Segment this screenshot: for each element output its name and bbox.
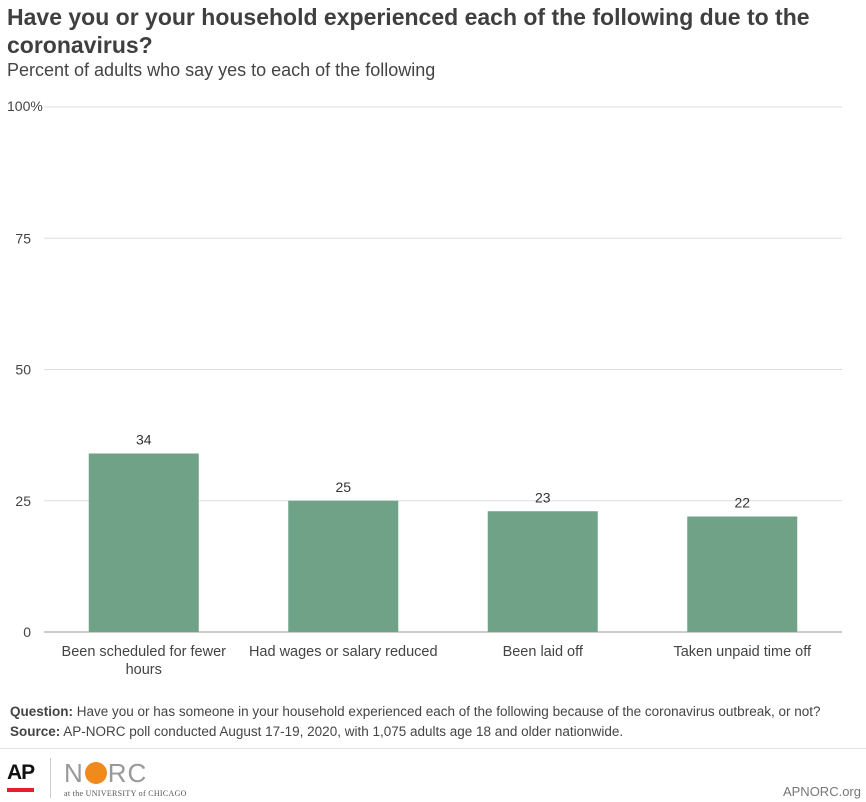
x-category-label: Had wages or salary reduced <box>249 644 438 660</box>
chart-subtitle: Percent of adults who say yes to each of… <box>7 60 436 80</box>
bars: 34 25 23 22 <box>88 432 798 632</box>
x-category-label: Taken unpaid time off <box>673 644 812 660</box>
bar-value-label: 25 <box>335 479 351 495</box>
footer-divider <box>0 748 866 749</box>
x-category-label: hours <box>126 662 162 678</box>
source-label: Source: <box>10 724 61 739</box>
question-text: Have you or has someone in your househol… <box>76 704 821 719</box>
norc-orange-icon <box>84 762 107 784</box>
y-tick-label: 100% <box>7 98 43 114</box>
norc-letters-rc: RC <box>107 758 148 788</box>
chart-title: Have you or your household experienced e… <box>7 4 810 58</box>
ap-logo-text: AP <box>7 761 35 784</box>
question-note: Question: Have you or has someone in you… <box>10 702 860 722</box>
bar-chart: 0 25 50 75 100% 34 25 23 22 Been scheduled for … <box>7 98 842 678</box>
logo-divider <box>50 758 51 798</box>
site-url: APNORC.org <box>782 784 861 799</box>
ap-logo-bar <box>7 788 34 792</box>
norc-tagline: at the UNIVERSITY of CHICAGO <box>64 789 187 798</box>
bar <box>88 453 199 632</box>
x-category-label: Been laid off <box>503 644 584 660</box>
y-tick-label: 75 <box>15 230 31 246</box>
chart-notes: Question: Have you or has someone in you… <box>10 702 860 742</box>
x-category-label: Been scheduled for fewer <box>62 644 227 660</box>
source-text: AP-NORC poll conducted August 17-19, 202… <box>63 724 624 739</box>
bar <box>687 516 798 632</box>
norc-logo: N RC at the UNIVERSITY of CHICAGO <box>64 760 187 798</box>
y-tick-label: 50 <box>15 362 31 378</box>
y-tick-label: 0 <box>23 624 31 640</box>
source-note: Source: AP-NORC poll conducted August 17… <box>10 722 860 742</box>
ap-logo: AP <box>7 761 35 792</box>
x-axis: Been scheduled for fewer hours Had wages o… <box>62 644 812 678</box>
bar-value-label: 23 <box>535 489 551 505</box>
y-tick-label: 25 <box>15 493 31 509</box>
norc-wordmark: N RC <box>64 760 187 786</box>
bar-value-label: 34 <box>136 432 152 448</box>
norc-letter-n: N <box>64 758 84 788</box>
bar <box>288 500 399 632</box>
question-label: Question: <box>10 704 73 719</box>
bar <box>487 511 598 632</box>
y-axis: 0 25 50 75 100% <box>7 98 43 640</box>
bar-value-label: 22 <box>734 495 750 511</box>
